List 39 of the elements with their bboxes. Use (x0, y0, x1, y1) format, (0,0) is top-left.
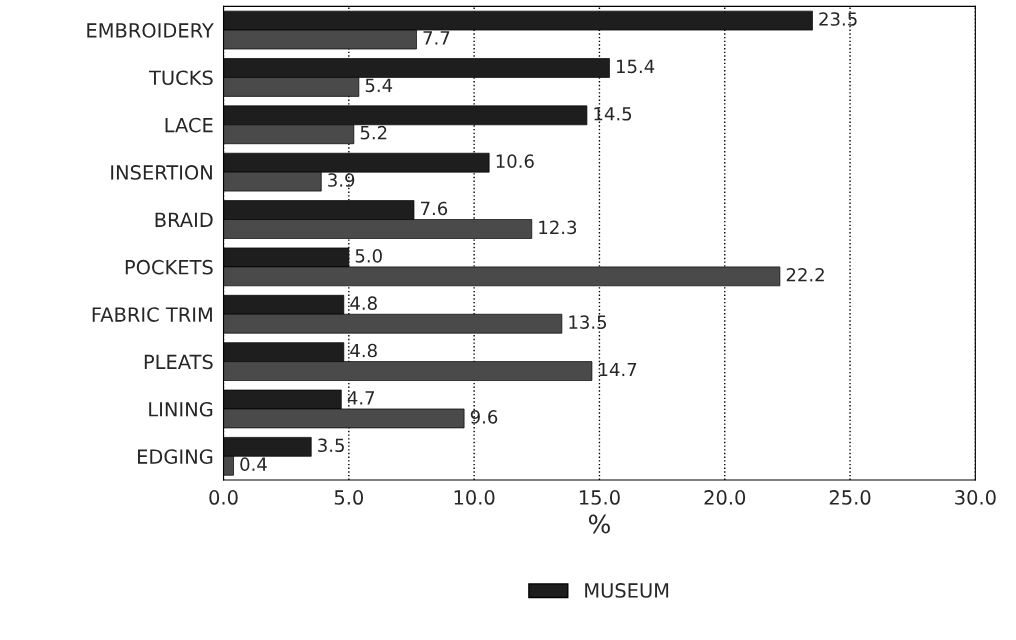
x-tick-label: 20.0 (704, 490, 746, 505)
legend-label: MUSEUM (585, 583, 669, 598)
y-tick-label: LINING (149, 401, 213, 417)
x-tick-label: 10.0 (454, 490, 495, 505)
y-tick-label: POCKETS (125, 259, 213, 275)
data-label: 4.8 (350, 296, 377, 311)
y-tick-label: INSERTION (111, 165, 212, 180)
data-label: 22.2 (786, 267, 824, 282)
data-label: 15.4 (617, 59, 655, 74)
y-tick-label: FABRIC TRIM (92, 307, 212, 322)
y-tick-label: EMBROIDERY (87, 23, 214, 38)
x-tick-label: 5.0 (334, 490, 363, 505)
x-tick-label: 15.0 (579, 490, 620, 505)
data-label: 0.4 (240, 457, 267, 472)
y-tick-label: EDGING (138, 449, 213, 464)
data-label: 14.7 (599, 362, 637, 377)
x-tick-label: 30.0 (955, 490, 996, 505)
data-label: 5.4 (365, 78, 393, 93)
data-label: 13.5 (569, 315, 607, 329)
data-label: 3.5 (318, 438, 344, 453)
x-axis-title: % (588, 514, 610, 534)
data-label: 12.3 (539, 220, 577, 235)
data-label: 5.0 (355, 248, 382, 263)
data-label: 10.6 (496, 154, 534, 168)
x-tick-label: 25.0 (829, 490, 871, 505)
data-label: 14.5 (594, 107, 632, 121)
data-label: 3.9 (328, 173, 355, 187)
data-label: 5.2 (360, 125, 387, 140)
data-label: 7.7 (423, 31, 450, 45)
data-label: 4.7 (347, 391, 375, 405)
data-label: 4.8 (350, 343, 377, 358)
data-label: 7.6 (421, 201, 448, 216)
y-tick-label: BRAID (155, 212, 213, 227)
data-label: 9.6 (470, 410, 498, 424)
y-tick-label: PLEATS (144, 354, 213, 370)
data-label: 23.5 (819, 12, 857, 26)
x-tick-label: 0.0 (209, 490, 238, 505)
y-tick-label: TUCKS (148, 70, 213, 86)
y-tick-label: LACE (165, 117, 213, 133)
